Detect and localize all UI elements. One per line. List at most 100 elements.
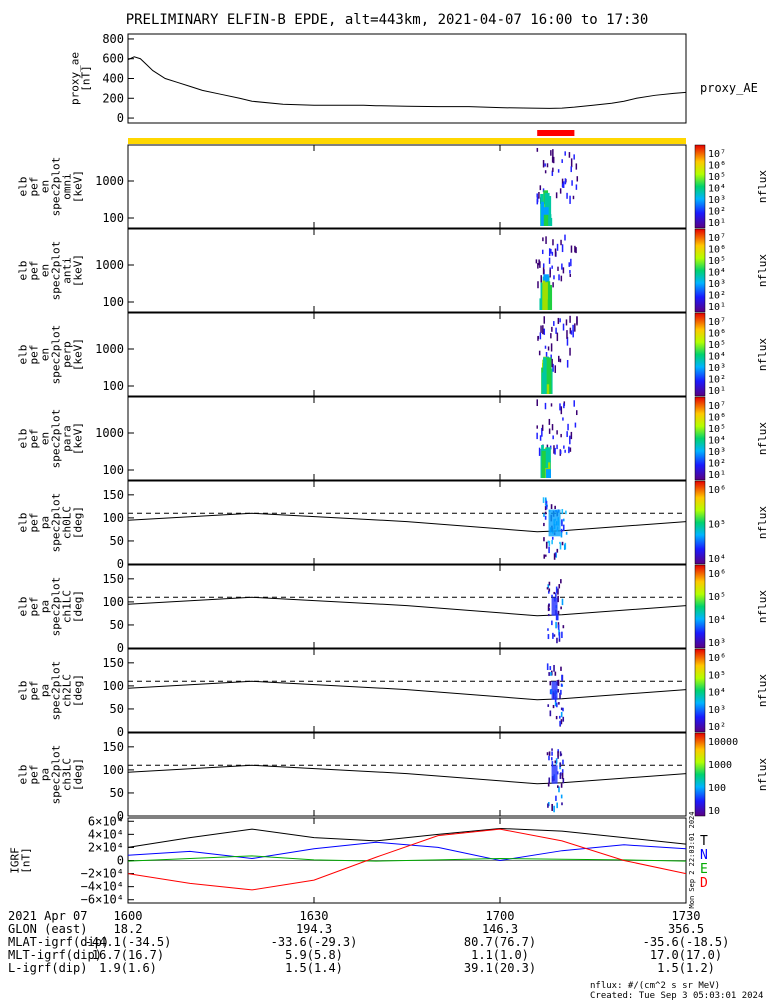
igrf-legend-T: T bbox=[700, 834, 708, 849]
spec_perp-ylabel-line: [keV] bbox=[72, 338, 85, 371]
spec_perp-speck bbox=[565, 319, 568, 326]
pa_ch3lc-colorbar bbox=[694, 732, 706, 817]
pa_ch1lc-ytick-label: 100 bbox=[102, 595, 124, 609]
pa_ch1lc-pa-speck bbox=[553, 591, 556, 595]
pa_ch3lc-colorbar-tick: 100 bbox=[708, 783, 726, 794]
spec_perp-spectrum-fill bbox=[546, 384, 550, 394]
pa_ch0lc-pa-speck bbox=[556, 548, 559, 553]
spec_anti-ylabel-line: spec2plot bbox=[50, 241, 63, 301]
pa_ch2lc-ylabel-line: elb bbox=[17, 681, 30, 701]
pa_ch2lc-pa-speck bbox=[557, 689, 560, 693]
pa_ch2lc-pa-speck bbox=[552, 704, 555, 709]
spec_anti-speck bbox=[542, 237, 544, 242]
spec_omni-speck bbox=[536, 193, 538, 198]
spec_anti-colorbar-tick: 10⁴ bbox=[708, 268, 726, 279]
spec_anti-spectrum-fill bbox=[548, 284, 553, 310]
spec_omni-speck bbox=[536, 147, 539, 152]
pa_ch1lc-pa-speck bbox=[560, 606, 562, 610]
spec_anti-speck bbox=[545, 236, 547, 244]
pa_ch1lc-pa-speck bbox=[552, 632, 554, 639]
pa_ch0lc-pa-speck bbox=[563, 544, 566, 550]
xaxis-value: 194.3 bbox=[296, 922, 332, 936]
xaxis-value: 1700 bbox=[486, 909, 515, 923]
pa_ch0lc-pa-speck bbox=[547, 540, 550, 544]
spec_anti-speck bbox=[570, 258, 572, 267]
pa_ch2lc-pa-speck bbox=[560, 719, 563, 725]
spec_omni-speck bbox=[571, 180, 573, 186]
pa_ch0lc-pa-speck bbox=[560, 528, 563, 534]
spec_anti-speck bbox=[549, 269, 551, 278]
pa_ch3lc-ylabel-line: elb bbox=[17, 765, 30, 785]
spec_perp-speck bbox=[554, 365, 557, 373]
pa_ch0lc-pa-speck bbox=[543, 537, 545, 542]
spec_omni-speck bbox=[557, 169, 560, 173]
spec_para-speck bbox=[536, 425, 538, 429]
ae-ylabel-line: [nT] bbox=[80, 65, 93, 92]
igrf-ytick-label: −4×10⁴ bbox=[81, 880, 124, 894]
pa_ch1lc-pa-speck bbox=[547, 613, 550, 617]
spec_anti-colorbar-tick: 10⁷ bbox=[708, 233, 726, 244]
spec_omni-speck bbox=[550, 150, 552, 156]
spec_para-colorbar-title-text: nflux bbox=[756, 422, 769, 455]
timestamp-stamp-text: Mon Sep 2 22:03:01 2024 bbox=[688, 812, 696, 909]
spec_perp-speck bbox=[545, 352, 548, 358]
spec_perp-colorbar-tick: 10³ bbox=[708, 363, 726, 374]
pa_ch0lc-pa-speck bbox=[545, 504, 548, 510]
spec_anti-speck bbox=[552, 239, 554, 246]
spec_anti-speck bbox=[558, 274, 560, 281]
spec_para-ylabel-line: pef bbox=[28, 429, 41, 449]
pa_ch3lc-colorbar-tick: 10 bbox=[708, 806, 720, 817]
pa_ch1lc-pa-speck bbox=[548, 581, 551, 586]
pa_ch1lc-pa-speck bbox=[557, 595, 559, 603]
pa_ch0lc-pa-speck bbox=[561, 541, 564, 546]
pa_ch0lc-ylabel-line: [deg] bbox=[72, 506, 85, 539]
spec_perp-speck bbox=[574, 323, 576, 332]
pa_ch0lc-pa-speck bbox=[544, 497, 547, 502]
igrf-series-D bbox=[127, 828, 687, 891]
pa_ch3lc-pa-speck bbox=[547, 801, 550, 807]
pa_ch3lc-pa-speck bbox=[551, 761, 554, 767]
pa_ch2lc-pa-speck bbox=[546, 663, 549, 671]
spec_perp-speck bbox=[550, 333, 552, 339]
xaxis-value: 1.9(1.6) bbox=[99, 961, 157, 975]
spec_omni-speck bbox=[566, 192, 568, 199]
spec_perp-speck bbox=[566, 336, 569, 346]
pa_ch2lc-pa-speck bbox=[559, 692, 561, 699]
spec_perp-ytick-label: 100 bbox=[102, 379, 124, 393]
pa_ch1lc-pa-speck bbox=[546, 587, 549, 590]
ae-frame bbox=[127, 33, 687, 124]
spec_para-speck bbox=[550, 403, 553, 407]
ae-line bbox=[127, 56, 687, 109]
spec_perp-speck bbox=[576, 316, 578, 324]
pa_ch1lc-pa-speck bbox=[555, 621, 557, 629]
pa_ch3lc-pa-speck bbox=[561, 772, 564, 779]
xaxis-value: 146.3 bbox=[482, 922, 518, 936]
spec_perp-colorbar-tick: 10⁶ bbox=[708, 329, 726, 340]
spec_para-speck bbox=[552, 435, 554, 440]
spec_anti-speck bbox=[560, 239, 562, 246]
spec_anti-speck bbox=[569, 273, 572, 277]
spec_para-speck bbox=[566, 431, 568, 438]
pa_ch2lc-pa-core bbox=[551, 681, 558, 700]
spec_perp-speck bbox=[537, 335, 540, 339]
spec_para-colorbar-tick: 10² bbox=[708, 459, 726, 470]
pa_ch0lc-pa-speck bbox=[565, 510, 567, 515]
pa_ch0lc-ylabel-line: elb bbox=[17, 513, 30, 533]
spec_omni-speck bbox=[551, 156, 554, 163]
pa_ch0lc-pa-speck bbox=[565, 531, 568, 535]
spec_omni-speck bbox=[564, 151, 566, 156]
spec_para-speck bbox=[570, 431, 573, 440]
xaxis-value: 17.0(17.0) bbox=[650, 948, 722, 962]
pa_ch3lc-solid-line bbox=[127, 764, 687, 785]
pa_ch0lc-colorbar-title-text: nflux bbox=[756, 506, 769, 539]
pa_ch3lc-pa-speck bbox=[560, 783, 563, 788]
plot-title: PRELIMINARY ELFIN-B EPDE, alt=443km, 202… bbox=[126, 12, 649, 28]
spec_omni-speck bbox=[564, 178, 567, 185]
pa_ch3lc-ylabel-line: ch3LC bbox=[61, 758, 74, 791]
spec_perp-ytick-label: 1000 bbox=[95, 342, 124, 356]
spec_omni-speck bbox=[552, 156, 555, 164]
spec_anti-spectrum-fill bbox=[547, 299, 552, 310]
spec_omni-ytick-label: 1000 bbox=[95, 174, 124, 188]
